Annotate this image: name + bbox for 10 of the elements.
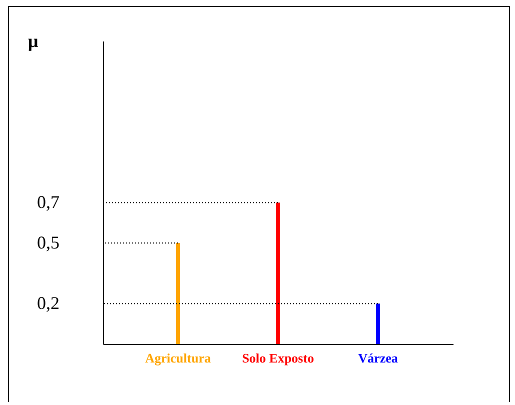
y-axis-title: μ bbox=[28, 31, 38, 51]
x-tick-label: Agricultura bbox=[145, 350, 212, 366]
bar bbox=[176, 243, 180, 344]
x-tick-label: Várzea bbox=[358, 350, 398, 366]
y-tick-label: 0,2 bbox=[37, 293, 60, 314]
bar bbox=[376, 304, 380, 344]
y-tick-label: 0,7 bbox=[37, 192, 60, 212]
y-tick-label: 0,5 bbox=[37, 232, 60, 252]
bar bbox=[276, 202, 280, 344]
x-tick-label: Solo Exposto bbox=[242, 350, 314, 366]
